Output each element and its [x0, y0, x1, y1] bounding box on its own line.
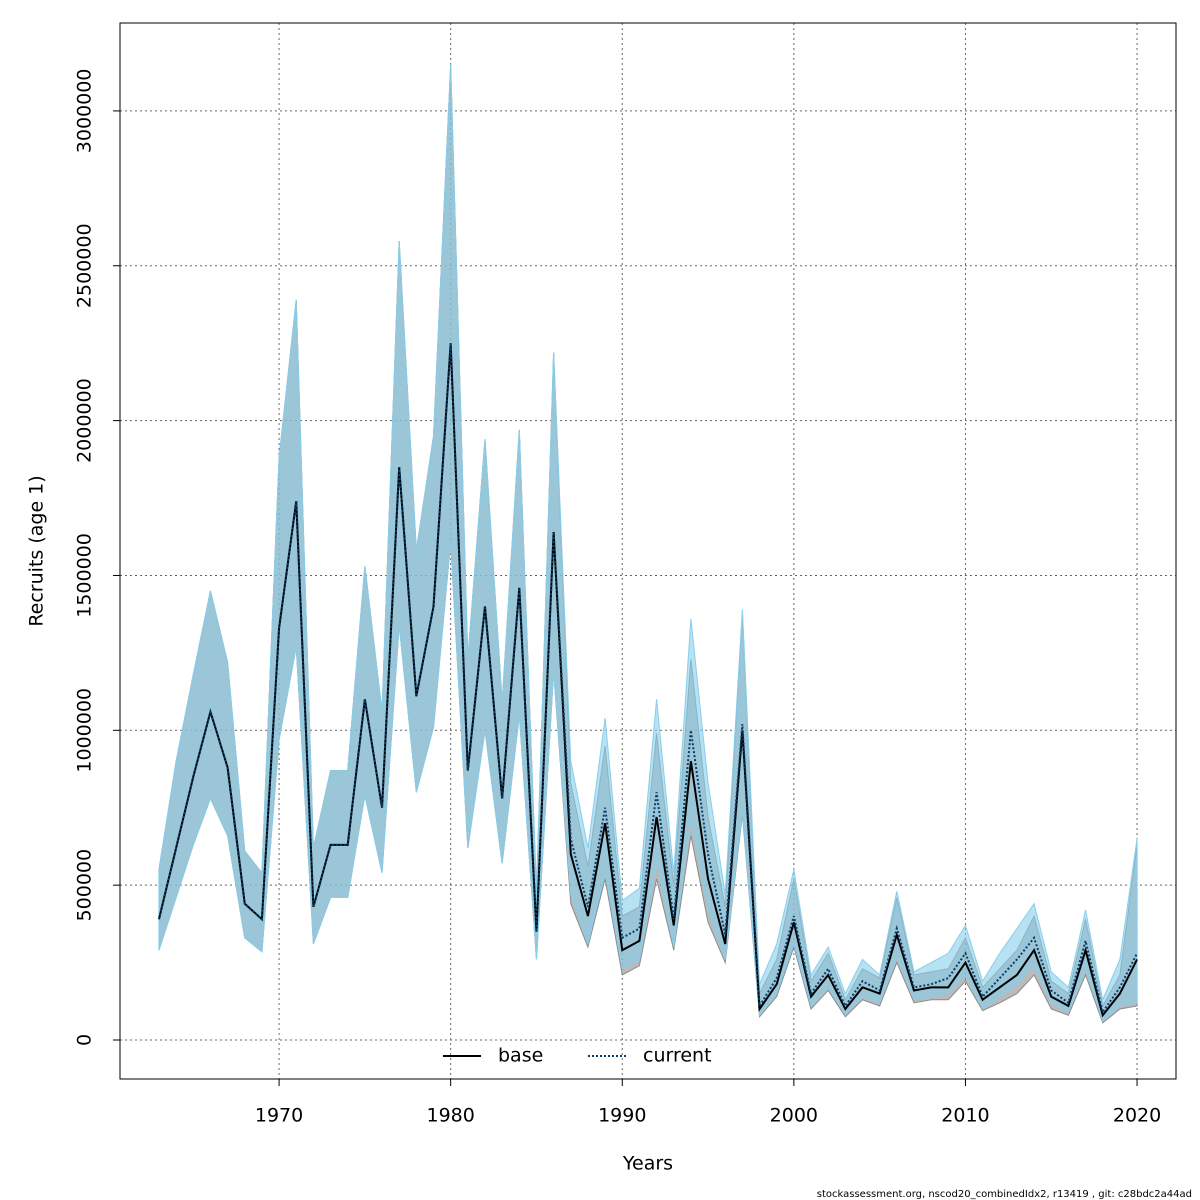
series-line: [157, 343, 1138, 1015]
y-tick-label: 3000000: [74, 69, 96, 154]
x-tick-label: 2010: [941, 1105, 989, 1127]
y-tick-label: 0: [74, 1034, 96, 1046]
legend-label: current: [643, 1045, 712, 1067]
footnote: stockassessment.org, nscod20_combinedIdx…: [817, 1189, 1192, 1200]
x-tick-label: 2000: [770, 1105, 818, 1127]
x-tick-label: 1980: [426, 1105, 474, 1127]
y-axis-label: Recruits (age 1): [26, 475, 48, 626]
x-tick-label: 1990: [598, 1105, 646, 1127]
y-tick-label: 2000000: [74, 378, 96, 463]
x-tick-label: 1970: [255, 1105, 303, 1127]
legend: base current: [443, 1045, 712, 1067]
y-tick-label: 500000: [74, 849, 96, 922]
legend-label: base: [498, 1045, 543, 1067]
confidence-band: [158, 64, 1138, 1023]
series-line: [157, 343, 1138, 1018]
y-tick-label: 1500000: [74, 533, 96, 618]
y-tick-label: 1000000: [74, 688, 96, 773]
plot-frame: [119, 22, 1177, 1080]
x-tick-label: 2020: [1113, 1105, 1161, 1127]
y-tick-label: 2500000: [74, 223, 96, 308]
x-axis-label: Years: [622, 1153, 673, 1175]
